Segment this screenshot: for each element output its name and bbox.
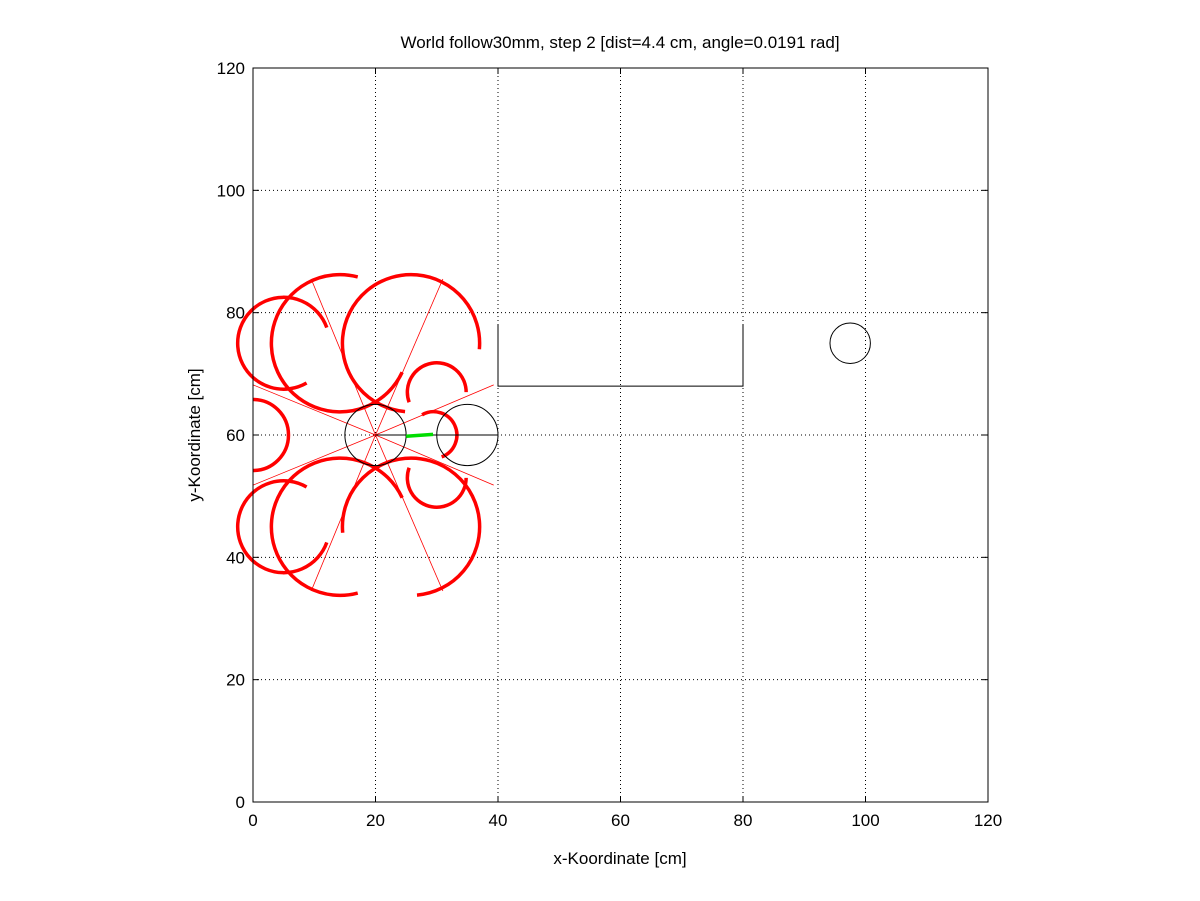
sensor-arc — [405, 467, 468, 509]
chart-title: World follow30mm, step 2 [dist=4.4 cm, a… — [400, 33, 839, 52]
sensor-arc — [340, 456, 482, 597]
sensor-arc — [252, 397, 291, 473]
x-tick-label: 120 — [974, 811, 1002, 830]
x-axis-label: x-Koordinate [cm] — [553, 849, 686, 868]
y-tick-label: 0 — [236, 793, 245, 812]
ticks-layer: 0 20 40 60 80 100 120 0 20 40 60 80 100 120 — [217, 59, 1003, 830]
sensor-ray — [375, 384, 494, 436]
sensor-arc — [235, 295, 329, 391]
sensor-ray — [252, 434, 376, 486]
plot-content — [235, 272, 871, 598]
y-tick-label: 20 — [226, 671, 245, 690]
x-tick-label: 40 — [489, 811, 508, 830]
y-tick-label: 100 — [217, 181, 245, 200]
sensor-arc — [340, 272, 482, 414]
sensor-ray — [252, 384, 376, 436]
y-tick-label: 120 — [217, 59, 245, 78]
grid-layer — [253, 68, 988, 802]
sensor-arc — [269, 272, 404, 414]
y-tick-label: 80 — [226, 304, 245, 323]
sensor-ray — [375, 434, 494, 486]
x-tick-label: 0 — [248, 811, 257, 830]
sensor-arc — [235, 479, 329, 575]
x-tick-label: 60 — [611, 811, 630, 830]
y-tick-label: 40 — [226, 548, 245, 567]
x-tick-label: 80 — [734, 811, 753, 830]
y-axis-label: y-Koordinate [cm] — [185, 368, 204, 501]
target-object — [829, 322, 871, 364]
y-tick-label: 60 — [226, 426, 245, 445]
sensor-arc — [269, 456, 404, 598]
motion-path — [406, 432, 434, 438]
sensor-arc — [405, 361, 468, 403]
x-tick-label: 20 — [366, 811, 385, 830]
sensor-arc — [421, 410, 459, 459]
x-tick-label: 100 — [851, 811, 879, 830]
wall-obstacle — [497, 324, 744, 387]
